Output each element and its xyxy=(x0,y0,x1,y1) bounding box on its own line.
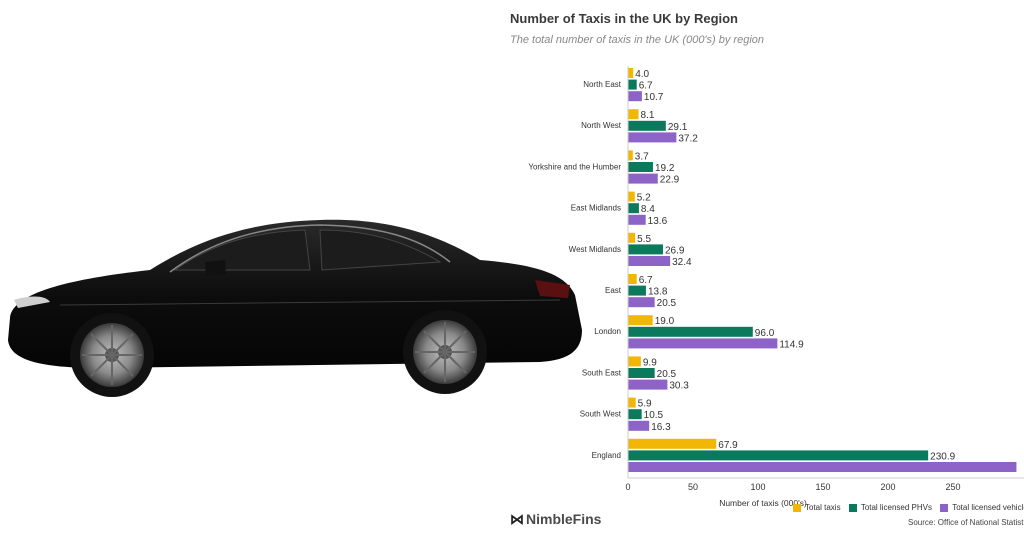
legend-swatch xyxy=(793,503,801,512)
bar-value-label: 32.4 xyxy=(672,257,692,268)
source-note: Source: Office of National Statistics xyxy=(908,518,1024,527)
bar xyxy=(628,256,671,266)
bar xyxy=(628,91,642,102)
legend-swatch xyxy=(940,503,949,512)
chart-panel: Number of Taxis in the UK by Region The … xyxy=(490,0,1024,538)
chart-legend: Total taxis Total licensed PHVs Total li… xyxy=(793,503,1024,514)
bar-value-label: 3.7 xyxy=(635,151,649,162)
legend-item-total-vehicles: Total licensed vehicles xyxy=(940,503,1024,512)
bar-value-label: 19.0 xyxy=(655,316,675,327)
legend-item-total-phvs: Total licensed PHVs xyxy=(848,503,932,512)
bar xyxy=(628,150,633,161)
bar xyxy=(628,68,634,78)
bar xyxy=(628,162,653,172)
bar-value-label: 9.9 xyxy=(643,357,657,368)
bar-value-label: 37.2 xyxy=(678,133,698,144)
category-label: South East xyxy=(582,368,622,377)
x-tick-label: 50 xyxy=(688,482,698,492)
bar xyxy=(628,109,639,120)
bar-value-label: 4.0 xyxy=(635,69,649,80)
category-label: West Midlands xyxy=(569,245,621,254)
brand-logo: ⋈ NimbleFins xyxy=(510,511,601,528)
bar xyxy=(628,356,641,367)
category-label: North East xyxy=(583,80,622,89)
bar xyxy=(628,120,666,131)
legend-label: Total licensed vehicles xyxy=(952,503,1024,512)
x-tick-label: 250 xyxy=(945,482,960,492)
bar-value-label: 10.7 xyxy=(644,92,664,103)
bar xyxy=(628,379,668,390)
chart-title: Number of Taxis in the UK by Region xyxy=(510,11,739,26)
category-label: Yorkshire and the Humber xyxy=(528,162,621,171)
legend-label: Total taxis xyxy=(805,503,841,512)
bar-value-label: 6.7 xyxy=(639,81,653,92)
bar-value-label: 5.5 xyxy=(637,234,651,245)
x-tick-label: 200 xyxy=(880,482,895,492)
bar-value-label: 5.9 xyxy=(638,399,652,410)
bar-value-label: 20.5 xyxy=(657,369,677,380)
bar-value-label: 114.9 xyxy=(779,339,804,350)
car-image xyxy=(0,200,590,410)
bar xyxy=(628,297,655,308)
bar xyxy=(628,397,636,408)
brand-name: NimbleFins xyxy=(526,511,602,527)
bar-value-label: 16.3 xyxy=(651,422,671,433)
bar xyxy=(628,244,663,255)
bar xyxy=(628,420,650,431)
bar-value-label: 8.1 xyxy=(641,110,655,121)
bar xyxy=(628,191,635,202)
nimblefins-logo-icon: ⋈ xyxy=(510,511,524,527)
x-tick-label: 0 xyxy=(625,482,630,492)
bar-value-label: 67.9 xyxy=(718,440,738,451)
legend-swatch xyxy=(848,503,857,512)
bar-value-label: 10.5 xyxy=(644,410,664,421)
bar-value-label: 96.0 xyxy=(755,328,775,339)
bar xyxy=(628,409,642,420)
bar xyxy=(628,214,646,225)
bar xyxy=(628,173,658,184)
bar xyxy=(628,462,1017,472)
category-label: South West xyxy=(580,410,622,419)
black-sedan-car-icon xyxy=(8,219,582,397)
bar-value-label: 29.1 xyxy=(668,122,688,133)
bar-value-label: 13.8 xyxy=(648,287,668,298)
bar xyxy=(628,132,677,143)
category-label: East Midlands xyxy=(571,204,621,213)
bar xyxy=(628,203,639,214)
bar xyxy=(628,438,717,449)
category-label: London xyxy=(594,327,621,336)
bar-value-label: 26.9 xyxy=(665,245,685,256)
bar xyxy=(628,315,653,326)
bar xyxy=(628,232,636,243)
x-tick-label: 100 xyxy=(750,482,765,492)
category-label: England xyxy=(592,451,621,460)
bar-value-label: 6.7 xyxy=(639,275,653,286)
bar-value-label: 22.9 xyxy=(660,175,680,186)
bar xyxy=(628,450,929,461)
category-label: North West xyxy=(581,121,622,130)
chart-subtitle: The total number of taxis in the UK (000… xyxy=(510,34,765,46)
legend-label: Total licensed PHVs xyxy=(860,503,932,512)
legend-item-total-taxis: Total taxis xyxy=(793,503,841,512)
bar xyxy=(628,274,637,284)
bar-value-label: 13.6 xyxy=(648,216,668,227)
bar-value-label: 230.9 xyxy=(930,451,955,462)
bar xyxy=(628,285,646,296)
bar xyxy=(628,368,655,378)
bar xyxy=(628,326,753,337)
category-label: East xyxy=(605,286,622,295)
bar-value-label: 19.2 xyxy=(655,163,675,174)
bar-value-label: 30.3 xyxy=(669,381,689,392)
x-tick-label: 150 xyxy=(815,482,830,492)
bar xyxy=(628,79,637,90)
x-axis-title: Number of taxis (000's) xyxy=(719,498,807,508)
bar xyxy=(628,338,778,349)
bar-value-label: 8.4 xyxy=(641,204,655,215)
bar-value-label: 20.5 xyxy=(657,298,677,309)
bar-value-label: 5.2 xyxy=(637,193,651,204)
